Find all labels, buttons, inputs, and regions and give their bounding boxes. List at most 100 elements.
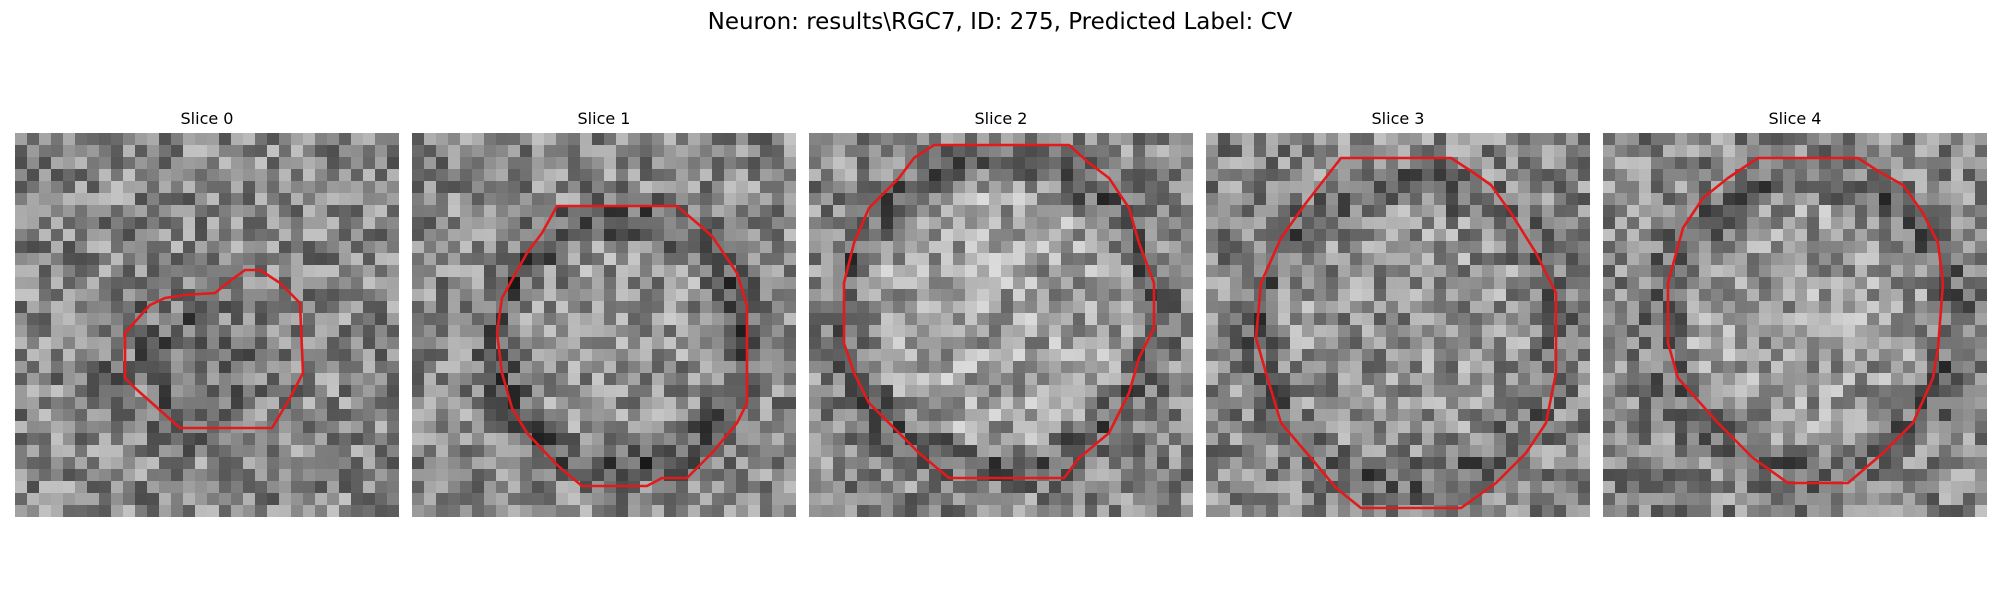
image-pixel — [279, 157, 292, 170]
image-pixel — [472, 133, 485, 146]
image-pixel — [75, 481, 88, 494]
image-pixel — [123, 421, 136, 434]
image-pixel — [1314, 397, 1327, 410]
image-pixel — [1482, 193, 1495, 206]
image-pixel — [424, 457, 437, 470]
image-pixel — [279, 505, 292, 517]
image-pixel — [676, 313, 689, 326]
image-pixel — [676, 145, 689, 158]
image-pixel — [1109, 445, 1122, 458]
image-pixel — [688, 181, 701, 194]
image-pixel — [315, 409, 328, 422]
image-pixel — [1819, 301, 1832, 314]
image-pixel — [568, 325, 581, 338]
image-pixel — [1879, 181, 1892, 194]
image-pixel — [809, 145, 822, 158]
image-pixel — [1795, 265, 1808, 278]
image-pixel — [833, 277, 846, 290]
image-pixel — [809, 205, 822, 218]
image-pixel — [1542, 493, 1555, 506]
image-pixel — [1627, 313, 1640, 326]
image-pixel — [99, 229, 112, 242]
image-pixel — [1795, 361, 1808, 374]
image-pixel — [315, 133, 328, 146]
image-pixel — [869, 277, 882, 290]
image-pixel — [1290, 493, 1303, 506]
image-pixel — [207, 445, 220, 458]
image-pixel — [1470, 325, 1483, 338]
image-pixel — [1506, 325, 1519, 338]
image-pixel — [1025, 445, 1038, 458]
image-pixel — [243, 457, 256, 470]
image-pixel — [1831, 169, 1844, 182]
image-pixel — [135, 181, 148, 194]
image-pixel — [1951, 385, 1964, 398]
image-pixel — [111, 301, 124, 314]
image-pixel — [1049, 193, 1062, 206]
image-pixel — [1338, 481, 1351, 494]
image-pixel — [1759, 133, 1772, 146]
image-pixel — [821, 349, 834, 362]
image-pixel — [135, 325, 148, 338]
image-pixel — [1879, 397, 1892, 410]
image-pixel — [375, 133, 388, 146]
image-pixel — [1097, 505, 1110, 517]
image-pixel — [965, 481, 978, 494]
image-pixel — [1903, 205, 1916, 218]
image-pixel — [688, 349, 701, 362]
image-pixel — [1867, 445, 1880, 458]
image-pixel — [135, 193, 148, 206]
image-pixel — [1771, 373, 1784, 386]
image-pixel — [496, 277, 509, 290]
image-pixel — [1314, 169, 1327, 182]
image-pixel — [1819, 325, 1832, 338]
image-pixel — [183, 253, 196, 266]
image-pixel — [1169, 457, 1182, 470]
image-pixel — [363, 241, 376, 254]
image-pixel — [1747, 217, 1760, 230]
image-pixel — [640, 397, 653, 410]
image-pixel — [219, 157, 232, 170]
image-pixel — [1266, 361, 1279, 374]
image-pixel — [592, 421, 605, 434]
image-pixel — [27, 421, 40, 434]
image-pixel — [1314, 337, 1327, 350]
image-pixel — [51, 505, 64, 517]
image-pixel — [460, 445, 473, 458]
image-pixel — [1133, 265, 1146, 278]
slice-image-1 — [412, 133, 796, 517]
image-pixel — [1326, 205, 1339, 218]
image-pixel — [1975, 337, 1987, 350]
image-pixel — [616, 193, 629, 206]
image-pixel — [1109, 457, 1122, 470]
image-pixel — [1085, 289, 1098, 302]
image-pixel — [339, 277, 352, 290]
image-pixel — [1230, 217, 1243, 230]
image-pixel — [351, 289, 364, 302]
image-pixel — [1927, 253, 1940, 266]
image-pixel — [736, 433, 749, 446]
image-pixel — [51, 289, 64, 302]
image-pixel — [1302, 277, 1315, 290]
image-pixel — [1350, 385, 1363, 398]
image-pixel — [977, 169, 990, 182]
image-pixel — [171, 385, 184, 398]
image-pixel — [604, 445, 617, 458]
image-pixel — [1362, 193, 1375, 206]
image-pixel — [1230, 265, 1243, 278]
image-pixel — [1687, 373, 1700, 386]
image-pixel — [327, 229, 340, 242]
image-pixel — [724, 289, 737, 302]
image-pixel — [424, 385, 437, 398]
image-pixel — [1783, 433, 1796, 446]
image-pixel — [1939, 385, 1952, 398]
image-pixel — [1145, 457, 1158, 470]
image-pixel — [1518, 253, 1531, 266]
image-pixel — [520, 493, 533, 506]
image-pixel — [1350, 193, 1363, 206]
image-pixel — [1951, 421, 1964, 434]
image-pixel — [243, 337, 256, 350]
image-pixel — [1855, 289, 1868, 302]
image-pixel — [412, 433, 425, 446]
image-pixel — [748, 505, 761, 517]
